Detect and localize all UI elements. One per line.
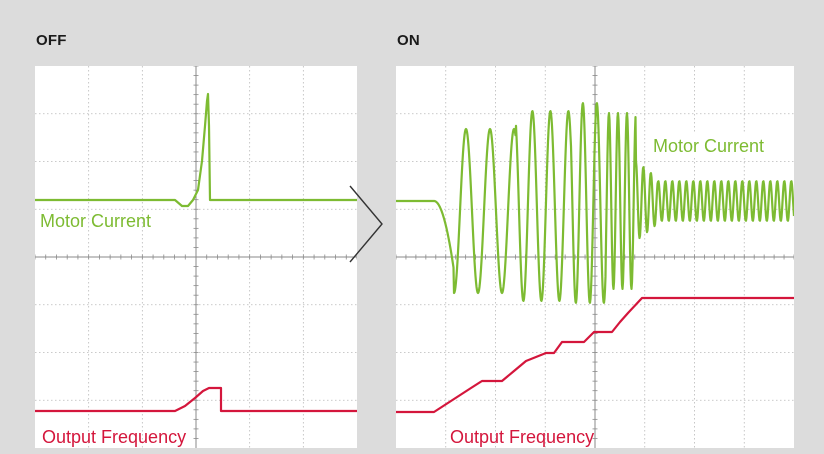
scope-on: Motor Current Output Frequency xyxy=(396,66,794,448)
motor-current-label-off: Motor Current xyxy=(40,211,151,231)
panel-title-off: OFF xyxy=(36,32,67,49)
motor-current-label-bg-on xyxy=(649,132,783,156)
output-frequency-label-off: Output Frequency xyxy=(42,427,186,447)
output-frequency-trace-on xyxy=(396,296,794,414)
panel-title-on: ON xyxy=(397,32,420,49)
grid-on xyxy=(396,66,794,448)
motor-current-trace-on xyxy=(396,102,794,304)
output-frequency-label-on: Output Frequency xyxy=(450,427,594,447)
output-frequency-trace-off xyxy=(35,386,357,413)
grid-off xyxy=(35,66,357,448)
motor-current-label-on: Motor Current xyxy=(653,136,764,156)
chevron-right-icon xyxy=(349,185,383,263)
scope-off: Motor Current Output Frequency xyxy=(35,66,357,448)
motor-current-trace-off xyxy=(35,92,357,208)
